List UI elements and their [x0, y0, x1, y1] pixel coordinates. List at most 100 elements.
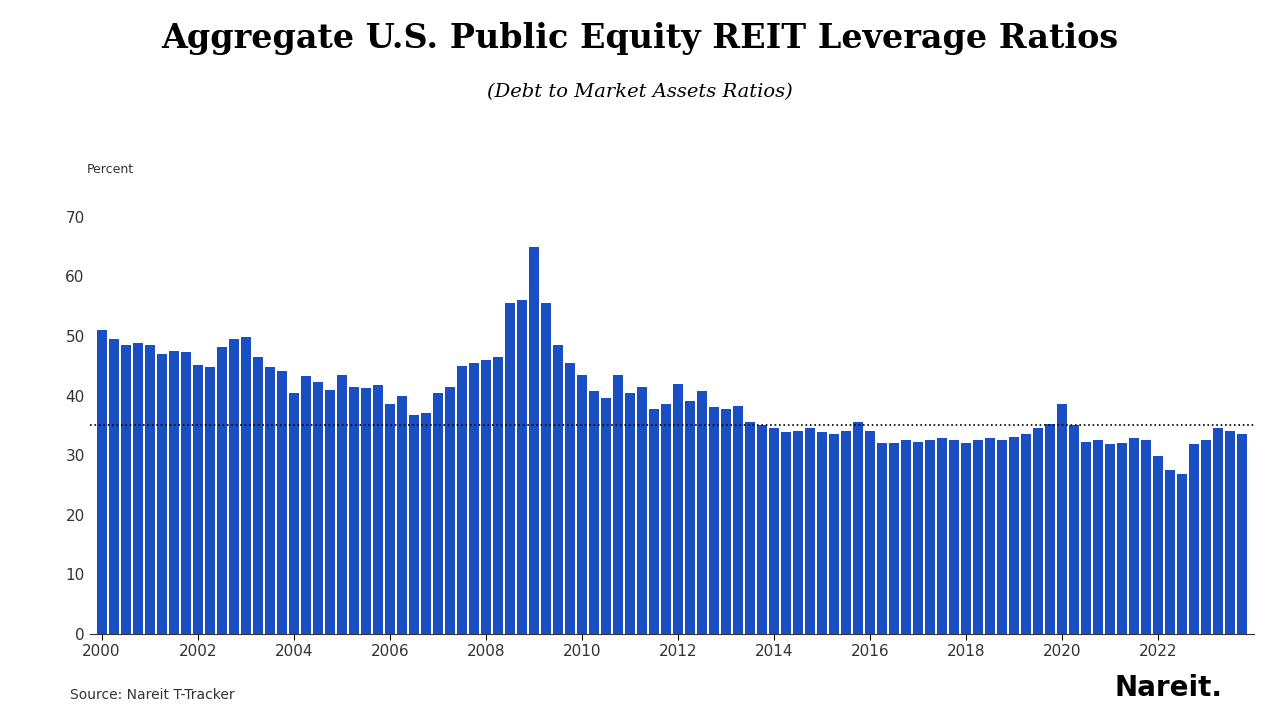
Bar	[397, 395, 407, 634]
Bar	[961, 443, 972, 634]
Bar	[468, 363, 479, 634]
Bar	[1046, 424, 1056, 634]
Bar	[156, 354, 166, 634]
Bar	[169, 351, 179, 634]
Bar	[408, 415, 419, 634]
Bar	[1021, 434, 1032, 634]
Bar	[241, 337, 251, 634]
Bar	[865, 431, 876, 634]
Bar	[973, 440, 983, 634]
Bar	[1117, 443, 1128, 634]
Bar	[529, 247, 539, 634]
Bar	[1189, 444, 1199, 634]
Bar	[385, 405, 396, 634]
Bar	[337, 374, 347, 634]
Bar	[1069, 426, 1079, 634]
Bar	[997, 440, 1007, 634]
Bar	[541, 303, 550, 634]
Bar	[852, 423, 863, 634]
Bar	[937, 438, 947, 634]
Bar	[553, 345, 563, 634]
Bar	[265, 367, 275, 634]
Bar	[1165, 470, 1175, 634]
Bar	[660, 405, 671, 634]
Bar	[564, 363, 575, 634]
Bar	[1082, 442, 1092, 634]
Bar	[649, 409, 659, 634]
Bar	[312, 382, 323, 634]
Bar	[1142, 440, 1152, 634]
Bar	[673, 384, 684, 634]
Bar	[925, 440, 936, 634]
Text: Source: Nareit T-Tracker: Source: Nareit T-Tracker	[70, 688, 236, 702]
Bar	[613, 374, 623, 634]
Bar	[493, 357, 503, 634]
Bar	[433, 392, 443, 634]
Bar	[517, 300, 527, 634]
Bar	[637, 387, 648, 634]
Bar	[1093, 440, 1103, 634]
Bar	[733, 406, 744, 634]
Bar	[913, 442, 923, 634]
Bar	[120, 345, 131, 634]
Bar	[96, 330, 106, 634]
Bar	[205, 367, 215, 634]
Bar	[781, 433, 791, 634]
Bar	[216, 347, 227, 634]
Bar	[457, 366, 467, 634]
Text: Percent: Percent	[87, 163, 134, 176]
Bar	[1033, 428, 1043, 634]
Bar	[1105, 444, 1115, 634]
Bar	[1009, 437, 1019, 634]
Bar	[769, 428, 780, 634]
Bar	[685, 402, 695, 634]
Bar	[986, 438, 996, 634]
Bar	[192, 364, 202, 634]
Bar	[1057, 405, 1068, 634]
Bar	[229, 339, 239, 634]
Text: Nareit.: Nareit.	[1115, 674, 1222, 702]
Bar	[481, 360, 492, 634]
Bar	[1201, 440, 1211, 634]
Text: Aggregate U.S. Public Equity REIT Leverage Ratios: Aggregate U.S. Public Equity REIT Levera…	[161, 22, 1119, 55]
Bar	[180, 352, 191, 634]
Bar	[1129, 438, 1139, 634]
Bar	[577, 374, 588, 634]
Bar	[721, 409, 731, 634]
Bar	[1225, 431, 1235, 634]
Bar	[756, 426, 767, 634]
Bar	[745, 423, 755, 634]
Bar	[696, 391, 707, 634]
Bar	[1178, 474, 1188, 634]
Bar	[841, 431, 851, 634]
Bar	[589, 391, 599, 634]
Bar	[252, 357, 262, 634]
Bar	[948, 440, 959, 634]
Bar	[1153, 456, 1164, 634]
Bar	[109, 339, 119, 634]
Bar	[444, 387, 454, 634]
Bar	[325, 390, 335, 634]
Bar	[805, 428, 815, 634]
Bar	[133, 343, 143, 634]
Bar	[794, 431, 803, 634]
Bar	[709, 408, 719, 634]
Bar	[817, 433, 827, 634]
Bar	[288, 392, 298, 634]
Bar	[348, 387, 358, 634]
Bar	[361, 388, 371, 634]
Bar	[372, 384, 383, 634]
Bar	[890, 443, 900, 634]
Bar	[600, 398, 611, 634]
Bar	[421, 413, 431, 634]
Bar	[276, 371, 287, 634]
Bar	[301, 377, 311, 634]
Bar	[1238, 434, 1248, 634]
Bar	[504, 303, 515, 634]
Bar	[877, 443, 887, 634]
Bar	[829, 434, 840, 634]
Bar	[1213, 428, 1224, 634]
Bar	[145, 345, 155, 634]
Bar	[901, 440, 911, 634]
Bar	[625, 392, 635, 634]
